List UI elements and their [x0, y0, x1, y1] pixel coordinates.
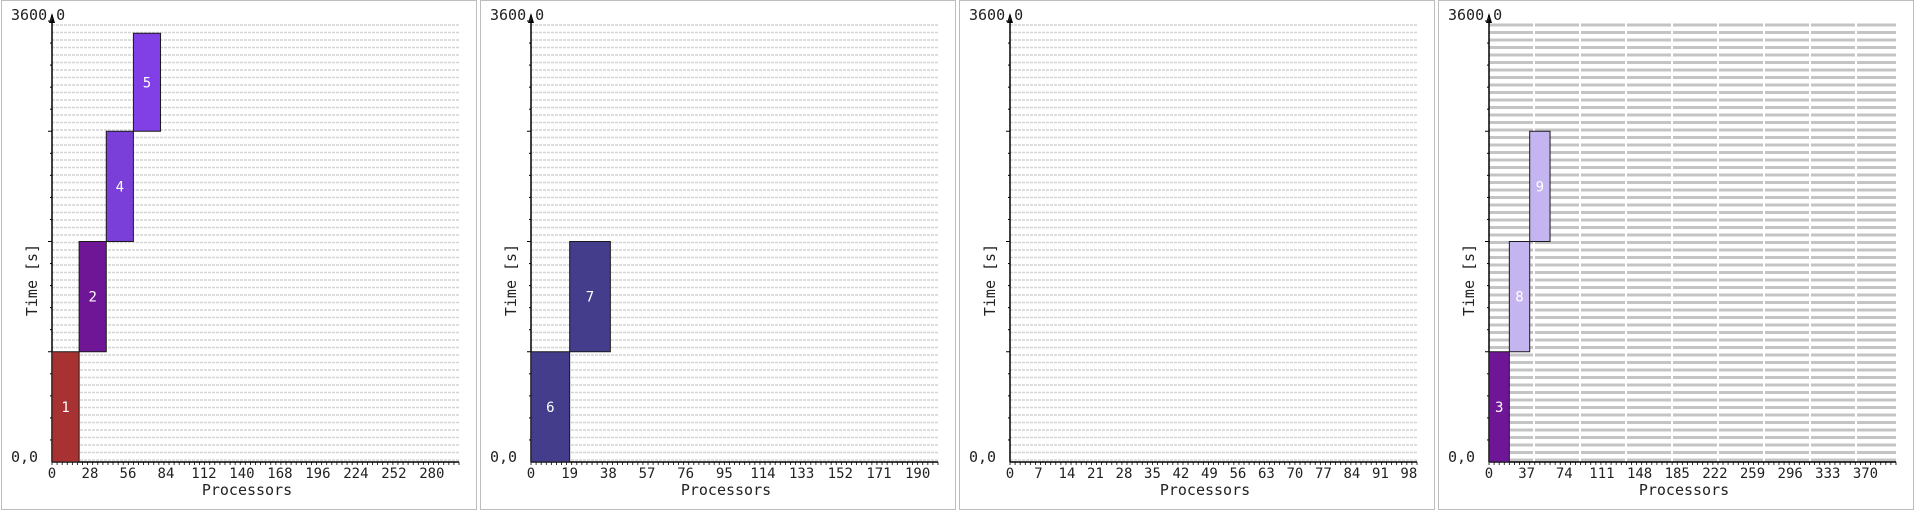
x-tick-label: 112	[191, 466, 216, 482]
task-bar	[1488, 351, 1510, 463]
x-tick-label: 333	[1815, 466, 1840, 482]
x-tick-label: 190	[905, 466, 930, 482]
x-tick-label: 196	[305, 466, 330, 482]
gantt-panel-2: 0 19 38 57 76 95 114 133 152 171 190 6 7 3600,0 0,0 …	[480, 0, 956, 510]
task-label: 8	[1515, 290, 1523, 306]
x-tick-label: 63	[1258, 466, 1275, 482]
y-axis-min-label: 0,0	[969, 448, 997, 466]
x-tick-label: 28	[82, 466, 99, 482]
x-tick-label: 140	[229, 466, 254, 482]
x-tick-label: 38	[600, 466, 617, 482]
y-axis-title: Time [s]	[502, 243, 520, 317]
x-tick-label: 0	[48, 466, 56, 482]
x-tick-label: 0	[527, 466, 535, 482]
y-axis-max-label: 3600,0	[1448, 6, 1503, 24]
x-tick-label: 111	[1589, 466, 1614, 482]
y-axis-title: Time [s]	[1460, 243, 1478, 317]
y-axis-max-label: 3600,0	[969, 6, 1024, 24]
task-bar	[105, 130, 134, 242]
task-label: 9	[1536, 179, 1544, 195]
x-tick-label: 152	[828, 466, 853, 482]
x-tick-label: 14	[1059, 466, 1076, 482]
gantt-plot: 0 7 14 21 28 35 42 49 56 63 70 77 84 91 98	[1006, 13, 1418, 482]
grid-lines	[1489, 23, 1896, 462]
x-tick-label: 42	[1173, 466, 1190, 482]
y-axis-min-label: 0,0	[11, 448, 39, 466]
x-tick-label: 37	[1518, 466, 1535, 482]
x-tick-label: 77	[1315, 466, 1332, 482]
x-tick-label: 70	[1286, 466, 1303, 482]
x-tick-label: 7	[1034, 466, 1042, 482]
x-tick-label: 114	[750, 466, 775, 482]
y-axis-max-label: 3600,0	[11, 6, 66, 24]
y-axis-title: Time [s]	[23, 243, 41, 317]
x-tick-label: 133	[789, 466, 814, 482]
x-tick-label: 91	[1372, 466, 1389, 482]
grid-lines	[1010, 24, 1417, 461]
task-bar	[51, 351, 80, 463]
gantt-plot: 0 28 56 84 112 140 168 196 224 252 280 1 2 4 5	[48, 13, 460, 482]
x-tick-label: 280	[419, 466, 444, 482]
task-bar	[569, 241, 611, 353]
x-tick-label: 370	[1853, 466, 1878, 482]
y-axis-max-label: 3600,0	[490, 6, 545, 24]
gantt-panel-4: 0 37 74 111 148 185 222 259 296 333 370 3 8 9 3600,0 …	[1438, 0, 1914, 510]
gantt-panel-1: 0 28 56 84 112 140 168 196 224 252 280 1 2 4 5 3600,0 …	[1, 0, 477, 510]
x-axis-title: Processors	[1638, 481, 1730, 499]
task-label: 2	[88, 290, 96, 306]
x-axis-title: Processors	[201, 481, 293, 499]
task-bar	[78, 241, 107, 353]
task-label: 7	[586, 290, 594, 306]
x-tick-label: 35	[1144, 466, 1161, 482]
task-bar	[530, 351, 571, 463]
x-tick-label: 74	[1556, 466, 1573, 482]
gantt-plot: 0 37 74 111 148 185 222 259 296 333 370 3 8 9	[1485, 13, 1897, 482]
task-bar	[1529, 130, 1551, 242]
x-tick-label: 49	[1201, 466, 1218, 482]
x-tick-label: 28	[1116, 466, 1133, 482]
gantt-plot: 0 19 38 57 76 95 114 133 152 171 190 6 7	[527, 13, 939, 482]
x-tick-label: 168	[267, 466, 292, 482]
x-tick-label: 148	[1627, 466, 1652, 482]
x-tick-label: 84	[158, 466, 175, 482]
x-tick-label: 185	[1665, 466, 1690, 482]
x-tick-label: 259	[1740, 466, 1765, 482]
x-tick-label: 19	[561, 466, 578, 482]
x-tick-label: 76	[677, 466, 694, 482]
grid-lines	[52, 24, 459, 461]
x-tick-label: 224	[343, 466, 368, 482]
x-tick-label: 171	[866, 466, 891, 482]
y-axis-min-label: 0,0	[1448, 448, 1476, 466]
x-tick-label: 222	[1702, 466, 1727, 482]
x-tick-label: 84	[1343, 466, 1360, 482]
x-axis-title: Processors	[680, 481, 772, 499]
task-label: 5	[143, 75, 151, 91]
y-axis-title: Time [s]	[981, 243, 999, 317]
task-label: 1	[61, 400, 69, 416]
x-tick-label: 98	[1400, 466, 1417, 482]
x-tick-label: 95	[716, 466, 733, 482]
x-tick-label: 21	[1087, 466, 1104, 482]
y-axis-min-label: 0,0	[490, 448, 518, 466]
x-tick-label: 56	[1229, 466, 1246, 482]
x-tick-label: 296	[1778, 466, 1803, 482]
task-bar	[132, 32, 162, 132]
task-label: 4	[116, 179, 124, 195]
x-tick-label: 0	[1006, 466, 1014, 482]
x-tick-label: 56	[120, 466, 137, 482]
task-bar	[1508, 241, 1531, 353]
x-tick-label: 57	[639, 466, 656, 482]
x-tick-label: 252	[381, 466, 406, 482]
x-tick-label: 0	[1485, 466, 1493, 482]
task-label: 6	[546, 400, 554, 416]
gantt-panel-3: 0 7 14 21 28 35 42 49 56 63 70 77 84 91 98 3600,0 0,0 …	[959, 0, 1435, 510]
x-axis-title: Processors	[1159, 481, 1251, 499]
task-label: 3	[1495, 400, 1503, 416]
